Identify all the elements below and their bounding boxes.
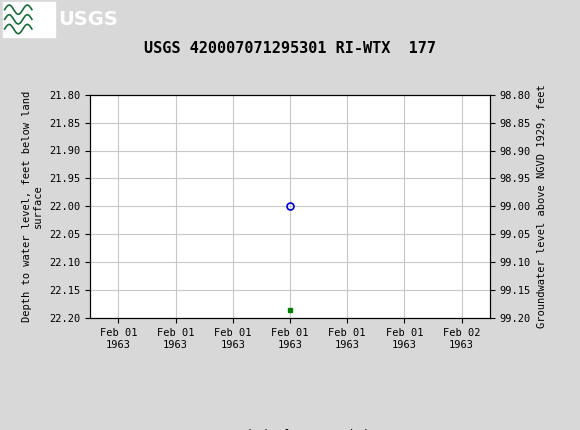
Text: USGS: USGS xyxy=(58,10,118,29)
Text: USGS 420007071295301 RI-WTX  177: USGS 420007071295301 RI-WTX 177 xyxy=(144,41,436,56)
Y-axis label: Depth to water level, feet below land
surface: Depth to water level, feet below land su… xyxy=(22,91,44,322)
Y-axis label: Groundwater level above NGVD 1929, feet: Groundwater level above NGVD 1929, feet xyxy=(536,85,546,328)
Legend: Period of approved data: Period of approved data xyxy=(187,424,393,430)
Bar xyxy=(3,2,55,37)
